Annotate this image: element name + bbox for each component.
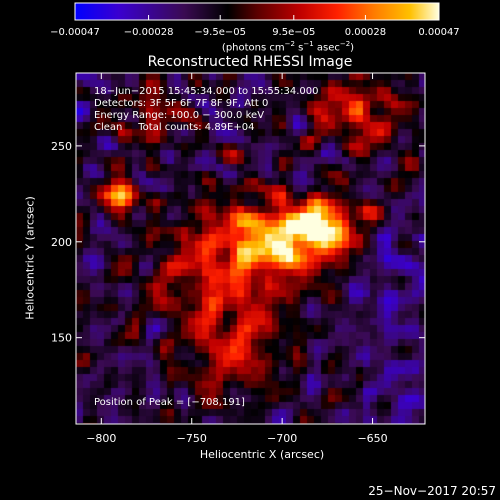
footer-date: 25−Nov−2017 20:57: [368, 484, 496, 498]
peak-position: Position of Peak = [−708,191]: [94, 397, 245, 408]
x-tick-label: −650: [357, 432, 387, 445]
plot-frame: [75, 72, 426, 425]
colorbar-tick-label: 9.5e−05: [272, 27, 316, 38]
y-tick-label: 200: [51, 236, 72, 249]
time-range: 18−Jun−2015 15:45:34.000 to 15:55:34.000: [94, 86, 319, 97]
colorbar-tick-label: −0.00047: [50, 27, 100, 38]
x-tick-label: −750: [177, 432, 207, 445]
detectors: Detectors: 3F 5F 6F 7F 8F 9F, Att 0: [94, 98, 269, 109]
y-tick-label: 150: [51, 332, 72, 345]
colorbar-tick-label: −0.00028: [123, 27, 174, 38]
colorbar-tick-label: −9.5e−05: [194, 27, 246, 38]
clean-counts: Clean Total counts: 4.89E+04: [94, 122, 255, 133]
x-axis-label: Heliocentric X (arcsec): [199, 448, 325, 461]
energy-range: Energy Range: 100.0 − 300.0 keV: [94, 110, 265, 121]
x-tick-label: −700: [267, 432, 297, 445]
colorbar-unit-label: (photons cm−2 s−1 asec−2): [221, 40, 355, 54]
y-tick-label: 250: [51, 140, 72, 153]
chart-title: Reconstructed RHESSI Image: [147, 54, 353, 70]
heatmap-image: [76, 73, 425, 424]
colorbar-tick-label: 0.00047: [418, 27, 460, 38]
colorbar-tick-label: 0.00028: [344, 27, 387, 38]
observation-info: 18−Jun−2015 15:45:34.000 to 15:55:34.000…: [94, 86, 319, 134]
x-tick-label: −800: [86, 432, 116, 445]
y-axis-label: Heliocentric Y (arcsec): [23, 196, 37, 320]
colorbar-gradient: [74, 2, 440, 21]
colorbar: [74, 2, 440, 21]
